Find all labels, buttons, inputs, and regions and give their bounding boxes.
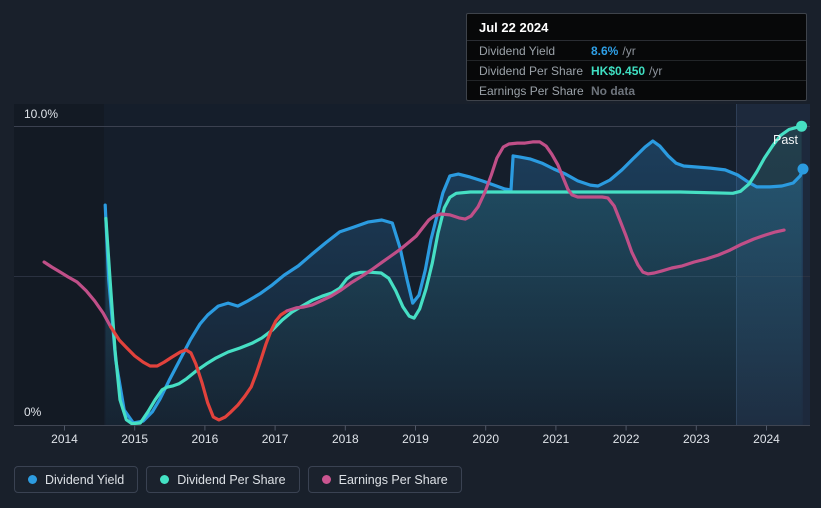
dividend-yield-line[interactable] (103, 139, 805, 425)
tooltip-row-earnings-per-share: Earnings Per Share No data (467, 81, 806, 100)
y-axis-label-min: 0% (24, 405, 42, 419)
tooltip-value-suffix: /yr (622, 43, 636, 58)
dividend-per-share-dot-icon (160, 475, 170, 484)
chart-tooltip: Jul 22 2024 Dividend Yield 8.6% /yr Divi… (466, 13, 807, 101)
x-axis-year-label: 2024 (753, 432, 780, 446)
tooltip-label: Earnings Per Share (479, 83, 584, 98)
earnings-per-share-line-segment-1[interactable] (109, 309, 289, 422)
tooltip-date: Jul 22 2024 (467, 14, 806, 41)
dividend-yield-end-marker (797, 163, 809, 175)
y-axis-label-max: 10.0% (24, 107, 58, 121)
tooltip-value: HK$0.450 (591, 63, 646, 78)
dividend-per-share-end-marker (796, 120, 808, 132)
tooltip-row-dividend-yield: Dividend Yield 8.6% /yr (467, 41, 806, 61)
x-axis-year-label: 2017 (262, 432, 289, 446)
x-axis-year-label: 2022 (613, 432, 640, 446)
earnings-per-share-line-segment-0[interactable] (42, 260, 113, 329)
earnings-per-share-dot-icon (321, 475, 331, 484)
tooltip-value: No data (591, 83, 636, 98)
past-label: Past (773, 133, 799, 147)
tooltip-value: 8.6% (591, 43, 619, 58)
x-axis-year-label: 2016 (192, 432, 219, 446)
x-axis-year-label: 2019 (402, 432, 429, 446)
x-axis-year-label: 2020 (472, 432, 499, 446)
legend-label: Dividend Yield (45, 472, 125, 487)
legend-item-earnings-per-share[interactable]: Earnings Per Share (307, 466, 462, 493)
tooltip-row-dividend-per-share: Dividend Per Share HK$0.450 /yr (467, 61, 806, 81)
x-axis-year-label: 2014 (51, 432, 78, 446)
dividend-yield-dot-icon (28, 475, 37, 484)
tooltip-label: Dividend Per Share (479, 63, 584, 78)
dividend-per-share-line[interactable] (104, 124, 804, 426)
tooltip-value-suffix: /yr (649, 63, 663, 78)
x-axis-year-label: 2018 (332, 432, 359, 446)
x-axis-year-label: 2015 (121, 432, 148, 446)
dividend-per-share-area (105, 126, 802, 425)
chart-legend: Dividend Yield Dividend Per Share Earnin… (14, 466, 462, 493)
legend-label: Dividend Per Share (177, 472, 286, 487)
x-axis-year-label: 2023 (683, 432, 710, 446)
earnings-per-share-line-segment-2[interactable] (285, 140, 786, 313)
legend-item-dividend-per-share[interactable]: Dividend Per Share (146, 466, 300, 493)
legend-item-dividend-yield[interactable]: Dividend Yield (14, 466, 139, 493)
tooltip-label: Dividend Yield (479, 43, 556, 58)
x-axis-year-label: 2021 (543, 432, 570, 446)
legend-label: Earnings Per Share (338, 472, 448, 487)
